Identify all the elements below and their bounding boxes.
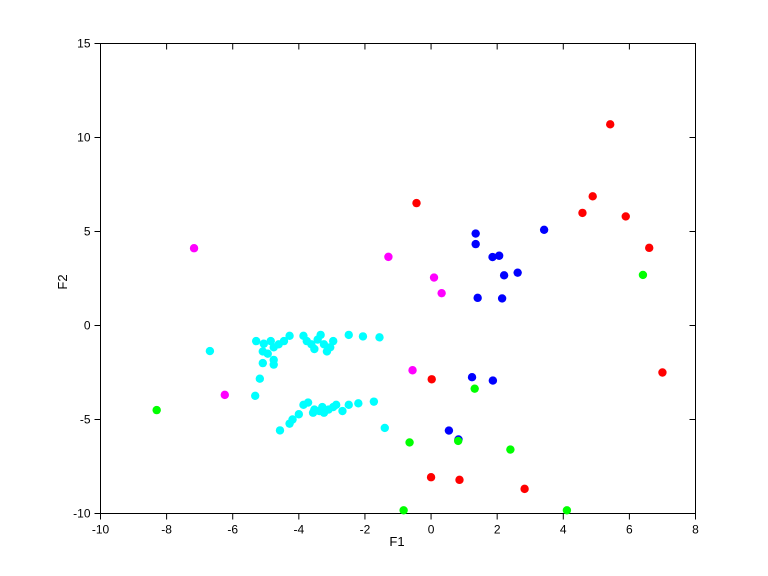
svg-text:4: 4: [560, 523, 567, 537]
svg-text:-10: -10: [92, 523, 110, 537]
svg-text:-6: -6: [227, 523, 238, 537]
svg-text:8: 8: [692, 523, 699, 537]
svg-text:F2: F2: [55, 274, 70, 289]
svg-text:0: 0: [428, 523, 435, 537]
svg-text:-8: -8: [161, 523, 172, 537]
svg-text:10: 10: [77, 131, 91, 145]
svg-text:15: 15: [77, 37, 91, 51]
svg-text:-4: -4: [293, 523, 304, 537]
svg-text:-2: -2: [360, 523, 371, 537]
svg-text:-5: -5: [80, 413, 91, 427]
svg-text:2: 2: [494, 523, 501, 537]
svg-text:F1: F1: [389, 534, 404, 549]
svg-text:0: 0: [84, 319, 91, 333]
svg-text:5: 5: [84, 225, 91, 239]
svg-text:6: 6: [626, 523, 633, 537]
svg-text:-10: -10: [73, 507, 91, 521]
